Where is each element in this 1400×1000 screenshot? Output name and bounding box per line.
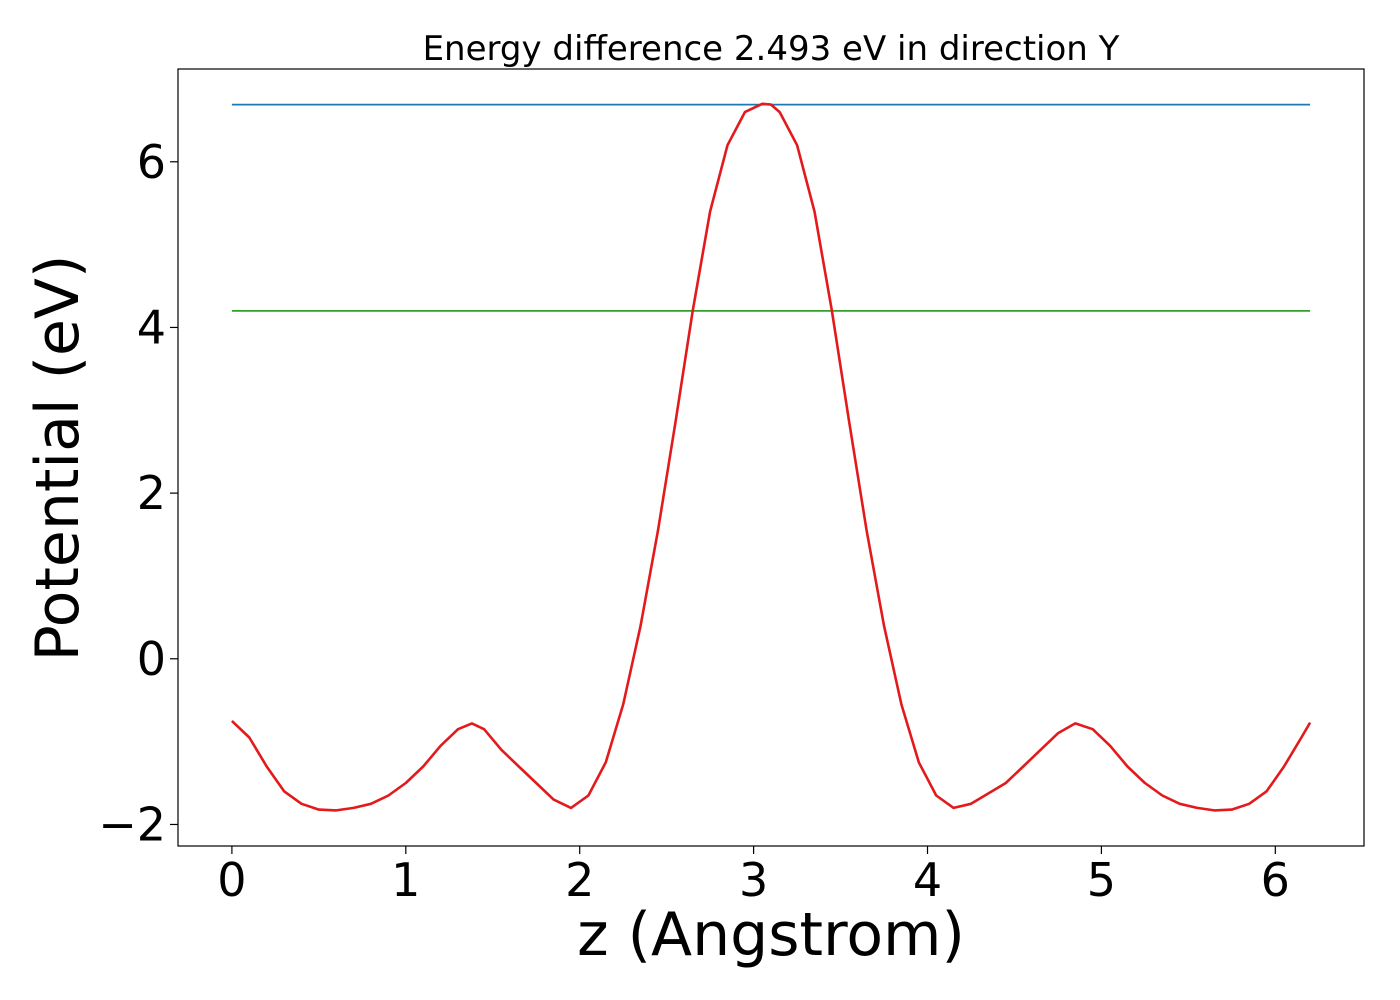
y-axis: −2 0 2 4 6 [98, 135, 178, 851]
y-tick-label: −2 [98, 797, 166, 851]
x-axis: 0 1 2 3 4 5 6 [217, 846, 1290, 907]
x-tick-label: 6 [1261, 853, 1290, 907]
y-tick-label: 0 [137, 632, 166, 686]
y-tick-label: 4 [137, 300, 166, 354]
x-tick-label: 0 [217, 853, 246, 907]
plot-area [231, 102, 1312, 812]
y-tick-label: 6 [137, 135, 166, 189]
x-tick-label: 4 [913, 853, 942, 907]
y-axis-label: Potential (eV) [23, 255, 93, 662]
chart-title: Energy difference 2.493 eV in direction … [423, 29, 1120, 69]
x-axis-label: z (Angstrom) [577, 900, 965, 970]
x-tick-label: 3 [739, 853, 768, 907]
x-tick-label: 5 [1087, 853, 1116, 907]
y-tick-label: 2 [137, 466, 166, 520]
x-tick-label: 1 [391, 853, 420, 907]
x-tick-label: 2 [565, 853, 594, 907]
plot-frame [177, 68, 1365, 847]
potential-curve [231, 102, 1312, 812]
